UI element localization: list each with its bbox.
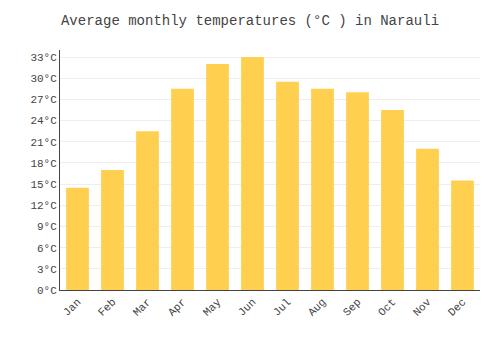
svg-text:27°C: 27°C: [30, 94, 57, 106]
svg-text:3°C: 3°C: [37, 264, 57, 276]
svg-text:May: May: [201, 296, 224, 319]
svg-text:Feb: Feb: [96, 296, 118, 318]
svg-text:Jan: Jan: [61, 296, 83, 318]
svg-text:Average monthly temperatures (: Average monthly temperatures (°C ) in Na…: [61, 13, 439, 29]
svg-text:Sep: Sep: [341, 296, 363, 318]
svg-text:6°C: 6°C: [37, 243, 57, 255]
svg-text:Mar: Mar: [131, 296, 153, 318]
svg-text:Oct: Oct: [376, 296, 398, 318]
svg-text:9°C: 9°C: [37, 221, 57, 233]
svg-text:Nov: Nov: [411, 296, 434, 319]
svg-text:Jun: Jun: [236, 296, 258, 318]
svg-text:Apr: Apr: [166, 296, 188, 318]
svg-text:0°C: 0°C: [37, 285, 57, 297]
svg-text:21°C: 21°C: [30, 137, 57, 149]
svg-text:30°C: 30°C: [30, 73, 57, 85]
svg-text:18°C: 18°C: [30, 158, 57, 170]
svg-text:12°C: 12°C: [30, 200, 57, 212]
svg-text:Dec: Dec: [446, 296, 468, 318]
svg-text:Jul: Jul: [271, 296, 293, 318]
svg-text:15°C: 15°C: [30, 179, 57, 191]
svg-text:24°C: 24°C: [30, 115, 57, 127]
svg-text:Aug: Aug: [306, 296, 328, 318]
svg-text:33°C: 33°C: [30, 52, 57, 64]
